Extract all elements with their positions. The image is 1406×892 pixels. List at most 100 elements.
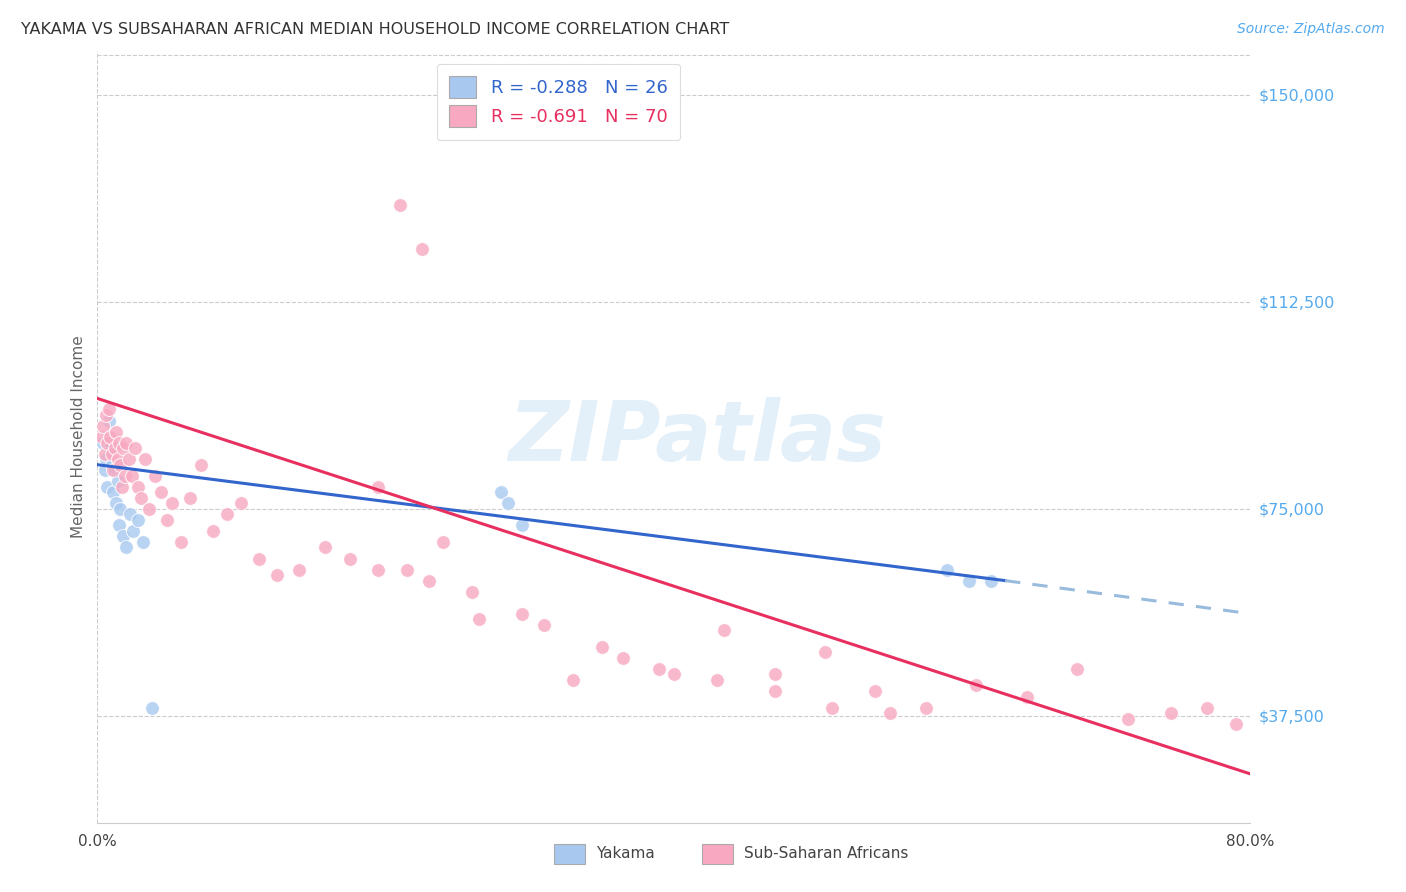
Text: ZIPatlas: ZIPatlas (508, 397, 886, 477)
Y-axis label: Median Household Income: Median Household Income (72, 335, 86, 539)
Point (111, 480, 134, 494)
Point (93, 463, 115, 477)
Point (127, 480, 149, 494)
Point (108, 518, 131, 533)
Point (162, 496, 184, 510)
Point (98, 441, 121, 455)
Text: Sub-Saharan Africans: Sub-Saharan Africans (744, 847, 908, 862)
Point (706, 673, 728, 687)
Point (612, 651, 634, 665)
Text: 80.0%: 80.0% (1226, 834, 1274, 849)
Point (662, 667, 685, 681)
Point (512, 518, 534, 533)
Point (411, 243, 433, 257)
Text: Yakama: Yakama (596, 847, 655, 862)
Point (201, 524, 224, 538)
Point (247, 551, 270, 566)
Point (97, 402, 120, 417)
Point (468, 612, 491, 626)
Point (957, 574, 980, 588)
Point (124, 441, 146, 455)
Point (96, 480, 118, 494)
Point (648, 662, 671, 676)
Point (127, 513, 149, 527)
Point (266, 568, 288, 582)
Point (170, 535, 193, 549)
Point (396, 563, 419, 577)
Point (432, 535, 454, 549)
Text: YAKAMA VS SUBSAHARAN AFRICAN MEDIAN HOUSEHOLD INCOME CORRELATION CHART: YAKAMA VS SUBSAHARAN AFRICAN MEDIAN HOUS… (21, 22, 730, 37)
Point (108, 435, 131, 450)
Point (879, 706, 901, 720)
Point (112, 529, 135, 543)
Point (591, 640, 613, 654)
Point (149, 485, 172, 500)
Point (190, 458, 212, 472)
Point (122, 524, 145, 538)
Point (97, 413, 120, 427)
Point (93, 447, 115, 461)
Point (814, 645, 837, 659)
Point (143, 468, 166, 483)
Point (821, 700, 844, 714)
Point (1195, 700, 1218, 714)
Point (98, 430, 121, 444)
Point (1160, 706, 1182, 720)
Point (561, 673, 583, 687)
Point (763, 667, 786, 681)
Point (1225, 717, 1247, 731)
Point (512, 607, 534, 621)
Point (129, 491, 152, 505)
Text: Source: ZipAtlas.com: Source: ZipAtlas.com (1237, 22, 1385, 37)
Point (121, 468, 143, 483)
Point (110, 458, 132, 472)
Point (115, 435, 138, 450)
Point (388, 198, 411, 212)
Point (134, 452, 156, 467)
Point (132, 535, 155, 549)
Point (461, 584, 484, 599)
Point (94, 452, 117, 467)
Point (763, 684, 786, 698)
Point (104, 463, 127, 477)
Point (1116, 712, 1139, 726)
Point (713, 624, 735, 638)
Legend: R = -0.288   N = 26, R = -0.691   N = 70: R = -0.288 N = 26, R = -0.691 N = 70 (437, 63, 681, 140)
Point (100, 447, 122, 461)
Text: 0.0%: 0.0% (77, 834, 117, 849)
Point (339, 551, 361, 566)
Point (1015, 690, 1038, 704)
Point (965, 678, 987, 692)
Point (367, 480, 389, 494)
Point (118, 452, 141, 467)
Point (179, 491, 201, 505)
Point (865, 684, 887, 698)
Point (110, 501, 132, 516)
Point (314, 541, 336, 555)
Point (103, 463, 125, 477)
Point (231, 496, 253, 510)
Point (496, 496, 519, 510)
Point (1066, 662, 1088, 676)
Point (104, 441, 127, 455)
Point (94, 408, 117, 422)
Point (418, 574, 440, 588)
Point (103, 485, 125, 500)
Point (105, 496, 128, 510)
Point (90, 430, 112, 444)
Point (489, 485, 512, 500)
Point (155, 513, 177, 527)
Point (107, 475, 129, 489)
Point (215, 508, 238, 522)
Point (915, 700, 938, 714)
Point (138, 501, 160, 516)
Point (112, 441, 135, 455)
Point (120, 508, 142, 522)
Point (936, 563, 959, 577)
Point (367, 563, 389, 577)
Point (980, 574, 1002, 588)
Point (105, 425, 128, 439)
Point (107, 452, 129, 467)
Point (141, 700, 163, 714)
Point (288, 563, 311, 577)
